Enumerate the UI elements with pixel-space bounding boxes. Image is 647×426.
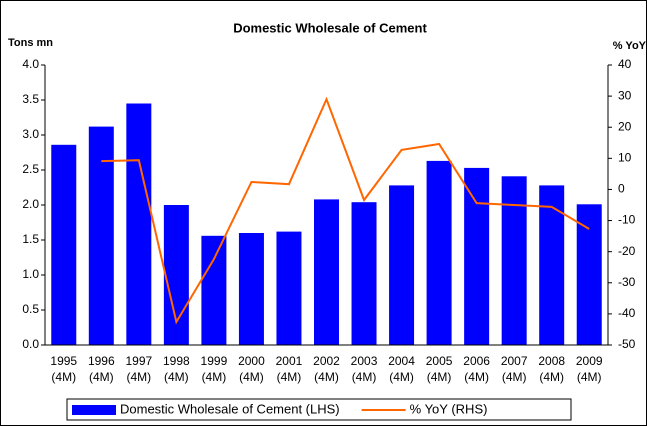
y-tick-label: 4.0 [22, 57, 39, 71]
x-tick-label: 2006 (4M) [463, 354, 490, 384]
legend-label: Domestic Wholesale of Cement (LHS) [120, 401, 340, 416]
x-tick-label: 1995 (4M) [50, 354, 77, 384]
bar [51, 144, 77, 345]
x-tick-label: 2003 (4M) [351, 354, 378, 384]
bar [539, 185, 565, 345]
y2-tick-label: 20 [618, 119, 632, 133]
bar [201, 235, 227, 345]
y2-tick-label: 30 [618, 88, 632, 102]
y-tick-label: 0.5 [22, 302, 39, 316]
bar [126, 103, 152, 345]
x-tick-label: 2009 (4M) [576, 354, 603, 384]
y2-tick-label: 0 [618, 182, 625, 196]
x-tick-label: 2000 (4M) [238, 354, 265, 384]
x-tick-label: 2004 (4M) [388, 354, 415, 384]
y2-tick-label: 40 [618, 57, 632, 71]
line [101, 96, 590, 325]
x-tick-label: 2005 (4M) [426, 354, 453, 384]
y2-axis-label: % YoY [613, 40, 647, 52]
y-tick-label: 3.5 [22, 92, 39, 106]
bar [276, 231, 302, 345]
y-tick-label: 2.5 [22, 162, 39, 176]
bar [389, 185, 415, 345]
y2-tick-label: -20 [618, 244, 636, 258]
y2-tick-label: -50 [618, 337, 636, 351]
bar [501, 176, 527, 345]
bar [464, 167, 490, 345]
bar [576, 204, 602, 345]
bar [426, 160, 452, 345]
y-tick-label: 2.0 [22, 197, 39, 211]
x-tick-label: 2001 (4M) [276, 354, 303, 384]
x-tick-label: 1997 (4M) [125, 354, 152, 384]
bar [238, 233, 264, 345]
legend-label: % YoY (RHS) [410, 401, 488, 416]
y-tick-label: 1.5 [22, 232, 39, 246]
y-tick-label: 3.0 [22, 127, 39, 141]
y2-tick-label: -30 [618, 275, 636, 289]
legend-box [66, 398, 572, 421]
x-tick-label: 2008 (4M) [538, 354, 565, 384]
y-tick-label: 1.0 [22, 267, 39, 281]
x-tick-label: 1998 (4M) [163, 354, 190, 384]
bar [351, 202, 377, 345]
legend-swatch [72, 405, 116, 415]
x-tick-label: 1999 (4M) [201, 354, 228, 384]
y2-tick-label: -10 [618, 213, 636, 227]
y-axis-label: Tons mn [8, 37, 53, 49]
bar [314, 199, 339, 345]
x-tick-label: 1996 (4M) [88, 354, 115, 384]
x-tick-label: 2002 (4M) [313, 354, 340, 384]
x-tick-label: 2007 (4M) [501, 354, 528, 384]
y-tick-label: 0.0 [22, 337, 39, 351]
bar [88, 126, 114, 345]
y2-tick-label: 10 [618, 151, 632, 165]
y2-tick-label: -40 [618, 306, 636, 320]
bar [163, 205, 189, 345]
chart-title: Domestic Wholesale of Cement [233, 20, 427, 35]
